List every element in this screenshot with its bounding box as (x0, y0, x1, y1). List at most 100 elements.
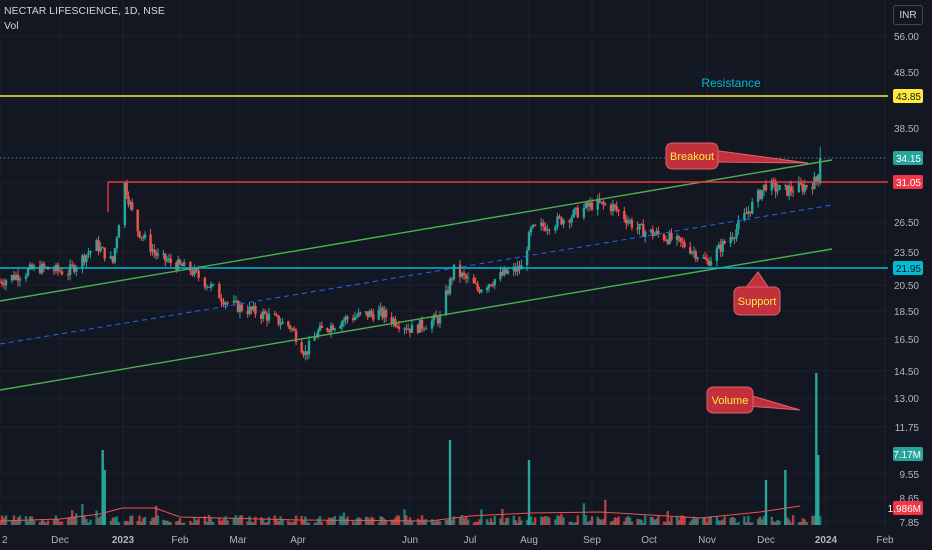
candle (719, 239, 722, 258)
candle-body (261, 311, 265, 319)
volume-bar (406, 521, 410, 525)
candle-body (260, 314, 263, 319)
volume-bar (696, 517, 699, 525)
volume-bar (588, 520, 592, 525)
candle (636, 221, 639, 235)
candle (745, 206, 748, 214)
candle-body (26, 268, 30, 276)
candle (136, 209, 139, 237)
candle (97, 235, 100, 256)
time-tick-label: Aug (520, 535, 538, 546)
candle-body (254, 305, 257, 315)
candle (165, 256, 169, 264)
candle (331, 323, 335, 331)
candle-body (193, 268, 196, 275)
price-tick-label: 16.50 (894, 335, 919, 346)
price-badge-label: 21.95 (896, 264, 921, 275)
volume-bar (32, 520, 36, 525)
candle (4, 278, 8, 291)
volume-bar (690, 519, 694, 525)
candle-body (531, 224, 535, 228)
volume-bar (383, 518, 386, 525)
candle (642, 219, 645, 237)
volume-bar (493, 516, 496, 525)
candle (805, 184, 808, 190)
candle-body (450, 278, 454, 280)
candle-body (630, 220, 634, 228)
candle-body (125, 182, 128, 197)
candle-body (436, 317, 440, 324)
volume-bar (694, 518, 697, 525)
volume-bar (164, 520, 167, 525)
candle-body (731, 237, 734, 239)
volume-bar (791, 515, 795, 525)
candle (677, 235, 681, 243)
candle-body (655, 230, 658, 234)
candle-body (749, 211, 752, 214)
currency-button[interactable]: INR (893, 5, 923, 25)
volume-bar (232, 517, 236, 525)
volume-bar (662, 521, 666, 525)
candle (218, 281, 221, 299)
volume-bar (149, 521, 152, 525)
candle-body (694, 251, 697, 259)
volume-bar (342, 512, 346, 525)
candle (703, 251, 707, 260)
candle (70, 260, 74, 269)
volume-bar (789, 522, 793, 525)
candle (383, 305, 386, 324)
candle (209, 281, 213, 292)
time-tick-label: Sep (583, 535, 601, 546)
candle-body (784, 185, 787, 187)
candle-body (811, 186, 814, 190)
support-callout-text: Support (738, 296, 777, 308)
volume-bar (670, 517, 673, 525)
candle (153, 243, 156, 258)
candle-body (197, 270, 200, 278)
candle-body (568, 220, 571, 223)
price-tick-label: 14.50 (894, 367, 919, 378)
volume-bar (16, 517, 20, 525)
candle (364, 310, 368, 316)
candle-body (18, 278, 22, 281)
candle-body (609, 204, 613, 212)
volume-bar (642, 522, 645, 525)
candle-body (252, 305, 255, 310)
volume-bar (626, 515, 630, 525)
volume-bar (546, 516, 549, 525)
candle-body (715, 248, 719, 261)
volume-bar (261, 519, 265, 525)
price-badge-bg (893, 151, 923, 165)
candle-body (397, 326, 401, 329)
price-tick-label: 18.50 (894, 307, 919, 318)
volume-bar (749, 522, 752, 525)
time-tick-label: Feb (171, 535, 189, 546)
candle (811, 183, 814, 195)
candle (432, 312, 436, 326)
price-badge-bg (893, 501, 923, 515)
volume-bar (109, 520, 113, 525)
candle-body (390, 317, 393, 324)
volume-bar (529, 516, 533, 525)
candle (66, 269, 70, 281)
candle (662, 232, 666, 243)
candle (539, 217, 543, 231)
candle (329, 322, 333, 338)
candle (735, 223, 738, 242)
candle-body (539, 222, 543, 226)
volume-callout-pointer (745, 393, 801, 411)
volume-bar (487, 522, 491, 525)
candle-body (359, 312, 362, 314)
candle (681, 237, 684, 248)
candle (340, 319, 344, 332)
volume-bar (89, 519, 92, 525)
candle-body (558, 216, 561, 218)
candle-body (384, 310, 388, 318)
candle (504, 268, 508, 275)
volume-legend: Vol (4, 20, 19, 32)
candle (452, 264, 456, 282)
volume-bar (73, 516, 76, 525)
volume-bar (731, 516, 734, 525)
volume-bar (514, 520, 517, 525)
